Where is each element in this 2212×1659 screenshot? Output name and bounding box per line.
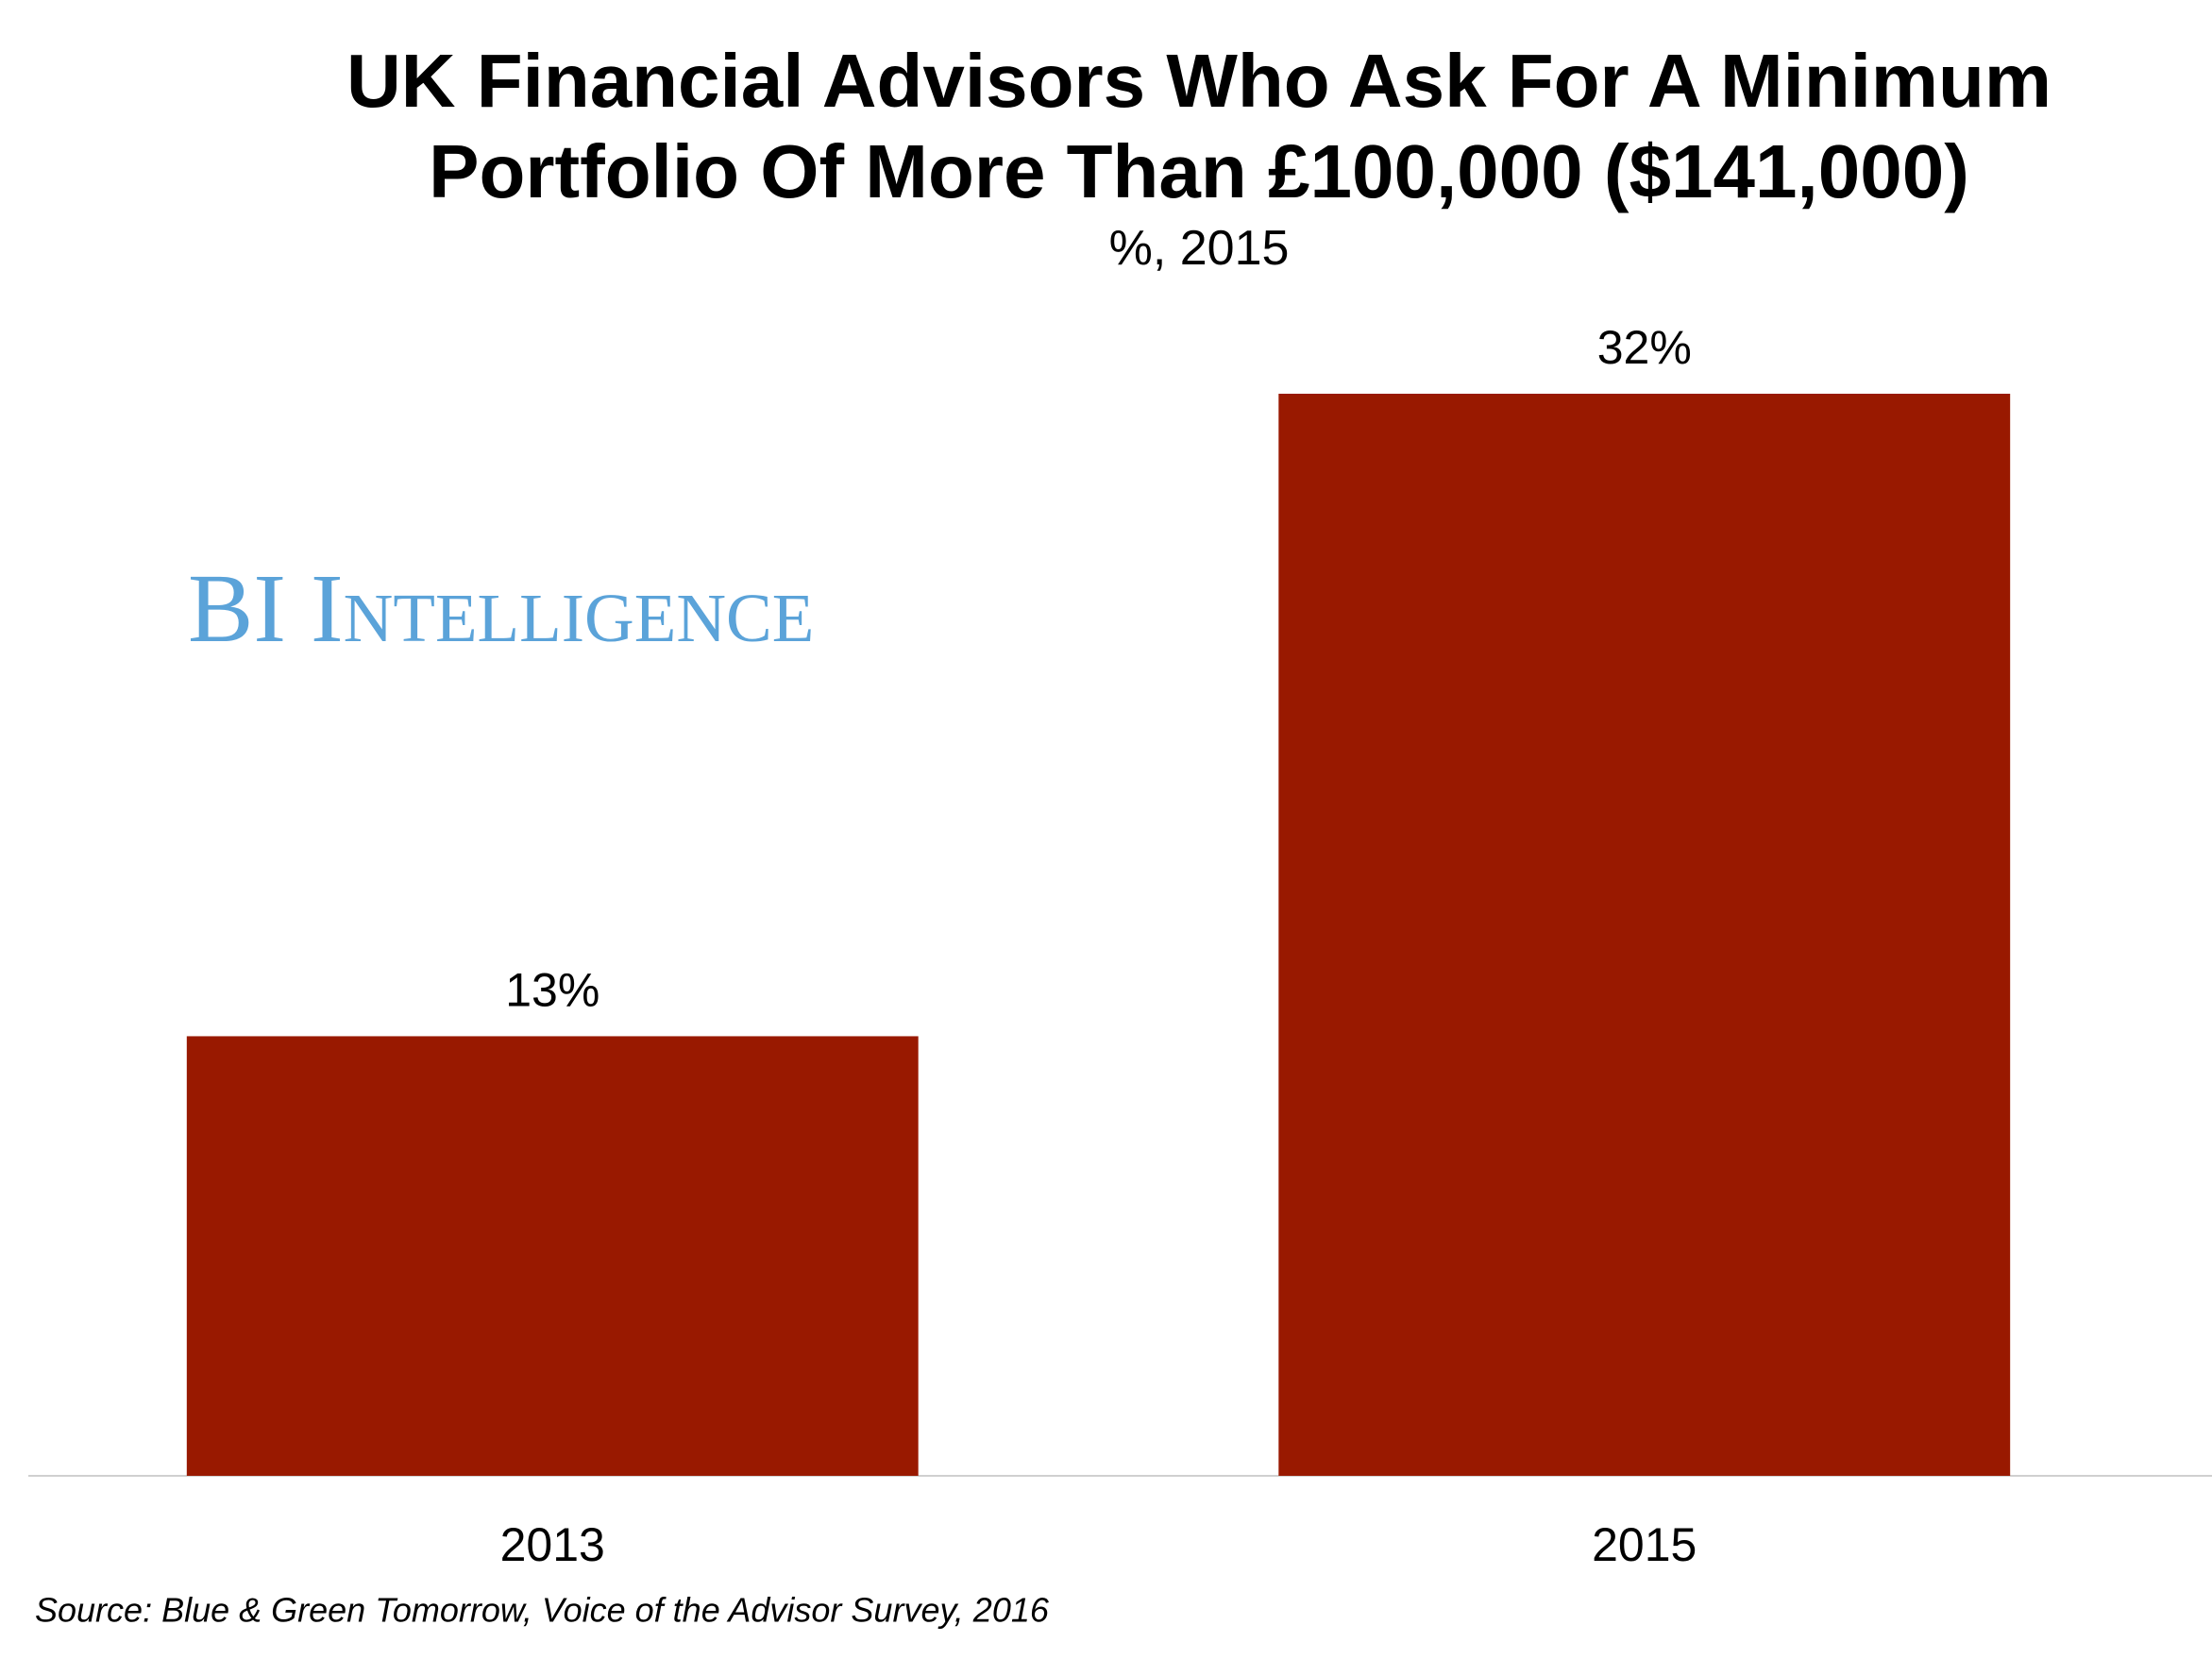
source-note: Source: Blue & Green Tomorrow, Voice of … bbox=[35, 1591, 1050, 1630]
bar bbox=[186, 1036, 919, 1476]
value-label: 13% bbox=[505, 964, 599, 1017]
chart-title: UK Financial Advisors Who Ask For A Mini… bbox=[346, 39, 2052, 213]
x-tick-label: 2015 bbox=[1592, 1518, 1697, 1571]
watermark: BI Intelligence bbox=[188, 554, 814, 663]
x-tick-label: 2013 bbox=[500, 1518, 605, 1571]
value-label: 32% bbox=[1597, 321, 1692, 374]
bar bbox=[1278, 394, 2011, 1476]
chart-subtitle: %, 2015 bbox=[1108, 221, 1290, 276]
